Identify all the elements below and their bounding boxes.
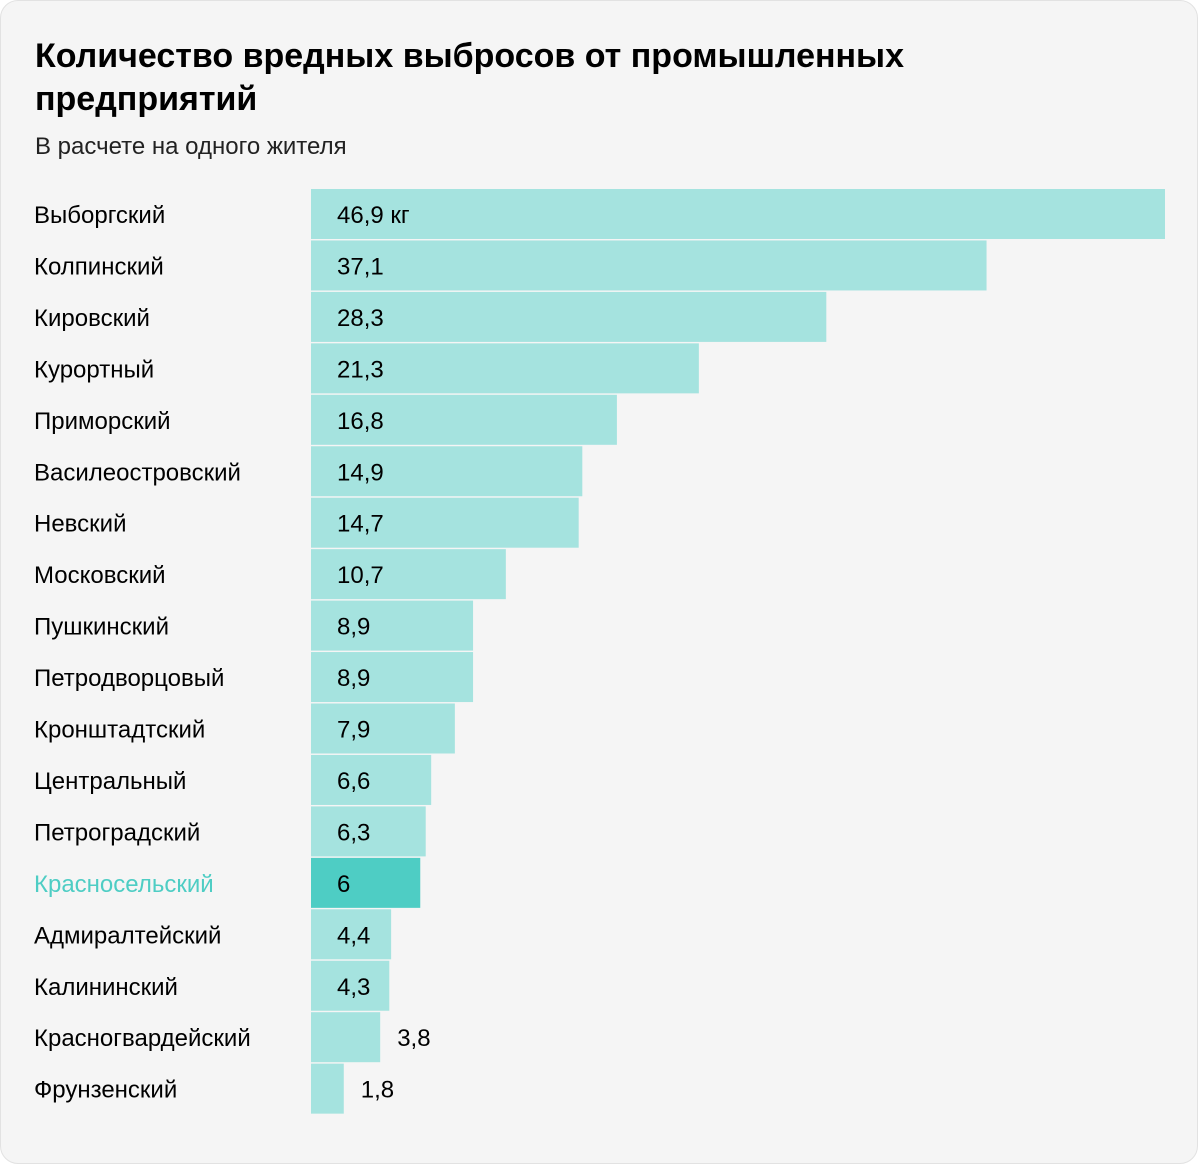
value-label: 4,4 [337, 922, 370, 949]
category-label: Адмиралтейский [34, 922, 221, 949]
chart-subtitle: В расчете на одного жителя [35, 133, 347, 160]
bar [311, 189, 1165, 239]
bar [311, 600, 474, 651]
bar [311, 960, 390, 1011]
value-label: 14,7 [337, 511, 384, 538]
bar [311, 703, 455, 754]
category-label: Кронштадтский [34, 717, 205, 744]
bar [311, 549, 506, 600]
bar [311, 909, 392, 960]
value-label: 6,6 [337, 768, 370, 795]
bar [311, 240, 987, 291]
value-label: 6 [337, 871, 350, 898]
value-label: 37,1 [337, 253, 384, 280]
bar [311, 291, 827, 342]
category-label: Красногвардейский [34, 1025, 251, 1052]
value-label: 46,9 кг [337, 202, 410, 229]
category-label: Приморский [34, 408, 171, 435]
bar [311, 343, 699, 394]
value-label: 6,3 [337, 819, 370, 846]
category-label: Колпинский [34, 253, 164, 280]
bar [311, 1012, 381, 1063]
value-label: 4,3 [337, 974, 370, 1001]
category-label: Выборгский [34, 202, 165, 229]
value-label: 8,9 [337, 614, 370, 641]
category-label: Василеостровский [34, 459, 241, 486]
bar [311, 806, 426, 857]
value-label: 16,8 [337, 408, 384, 435]
chart-title: Количество вредных выбросов от промышлен… [35, 37, 904, 118]
bar [311, 754, 432, 805]
category-label: Курортный [34, 356, 154, 383]
category-label: Невский [34, 511, 126, 538]
value-label: 3,8 [397, 1025, 430, 1052]
category-label: Центральный [34, 768, 186, 795]
bar [311, 652, 474, 703]
bar [311, 446, 583, 497]
category-label: Фрунзенский [34, 1077, 177, 1104]
category-label: Московский [34, 562, 166, 589]
value-label: 8,9 [337, 665, 370, 692]
value-label: 28,3 [337, 305, 384, 332]
bar [311, 497, 579, 548]
value-label: 10,7 [337, 562, 384, 589]
category-label: Петродворцовый [34, 665, 224, 692]
bar [311, 1063, 344, 1114]
category-label: Красносельский [34, 871, 214, 898]
value-label: 1,8 [361, 1077, 394, 1104]
category-label: Калининский [34, 974, 178, 1001]
category-label: Петроградский [34, 819, 200, 846]
category-label: Кировский [34, 305, 150, 332]
bar [311, 394, 617, 445]
value-label: 21,3 [337, 356, 384, 383]
value-label: 7,9 [337, 717, 370, 744]
bar [311, 857, 421, 908]
category-label: Пушкинский [34, 614, 169, 641]
value-label: 14,9 [337, 459, 384, 486]
